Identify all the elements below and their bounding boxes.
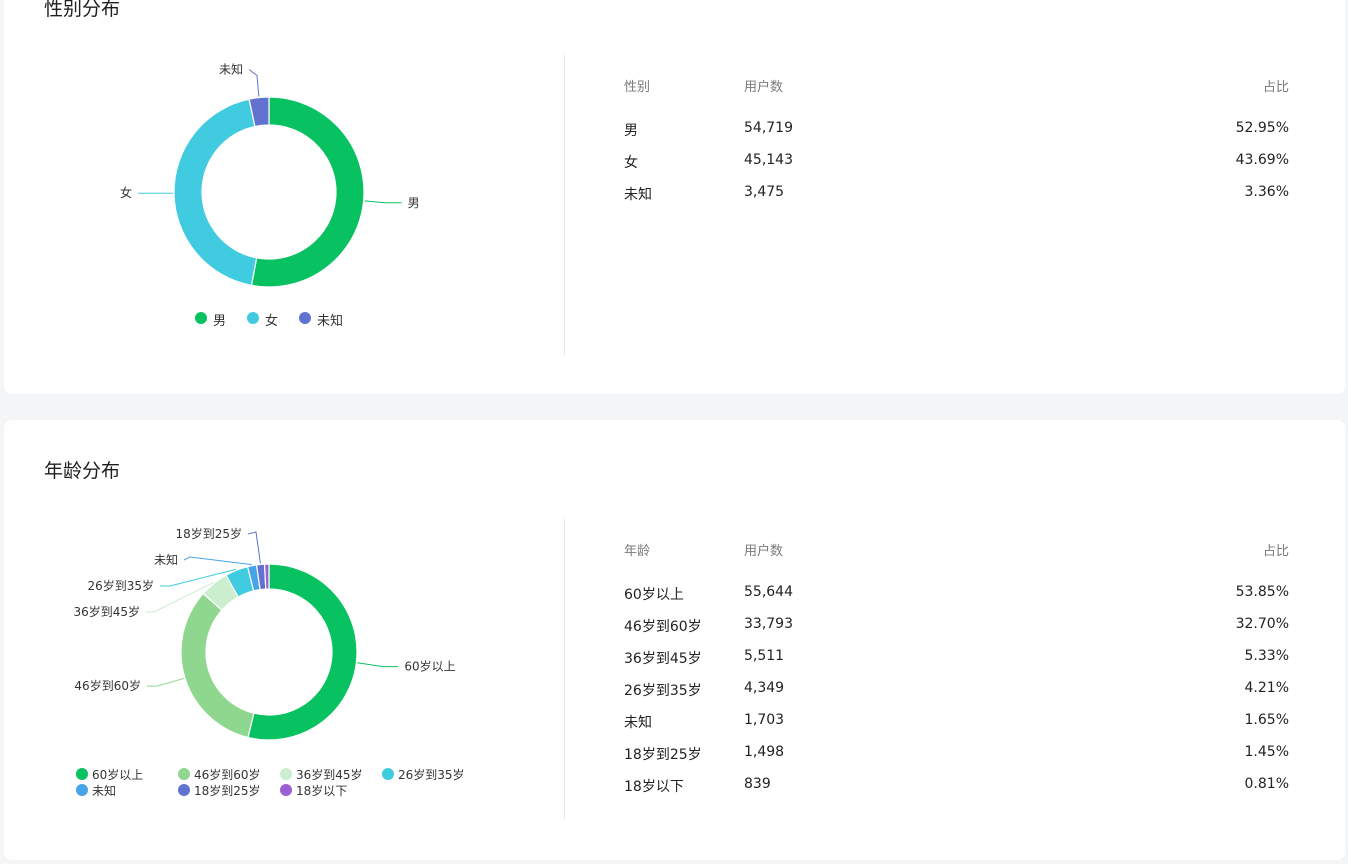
age-legend-dot-icon (178, 768, 190, 780)
age-slice-6[interactable] (263, 563, 270, 590)
age-data-label-1: 46岁到60岁 (74, 678, 141, 693)
gender-slice-1[interactable] (173, 98, 258, 287)
age-legend-dot-icon (280, 784, 292, 796)
table-row: 46岁到60岁 33,793 32.70% (624, 616, 1289, 638)
gender-legend-label: 女 (265, 314, 279, 329)
gender-legend-dot-icon (299, 312, 311, 324)
table-row: 男 54,719 52.95% (624, 120, 1289, 142)
age-card: 年龄分布 60岁以上 46岁到60岁 36岁到45岁 26岁到35岁 未知 18岁到25岁… (4, 420, 1345, 860)
row-users: 54,719 (744, 120, 793, 136)
age-data-label-4: 未知 (154, 553, 178, 567)
row-users: 33,793 (744, 616, 793, 632)
gender-header-users: 用户数 (744, 80, 784, 95)
row-users: 3,475 (744, 184, 785, 200)
row-users: 1,703 (744, 712, 785, 728)
age-divider (564, 519, 565, 819)
gender-data-label-1: 女 (120, 185, 132, 200)
row-ratio: 52.95% (1235, 120, 1289, 136)
row-ratio: 32.70% (1235, 616, 1289, 632)
row-label: 36岁到45岁 (624, 651, 702, 667)
age-label-line-2 (146, 582, 214, 613)
table-row: 女 45,143 43.69% (624, 152, 1289, 174)
row-users: 839 (744, 776, 771, 792)
row-label: 女 (624, 155, 638, 171)
age-legend-dot-icon (280, 768, 292, 780)
gender-header-ratio: 占比 (1262, 80, 1289, 95)
age-header-age: 年龄 (624, 544, 651, 559)
age-title: 年龄分布 (44, 460, 121, 482)
row-label: 46岁到60岁 (624, 619, 702, 635)
age-data-label-5: 18岁到25岁 (175, 526, 242, 541)
table-row: 未知 1,703 1.65% (624, 712, 1289, 734)
age-legend-label: 36岁到45岁 (296, 768, 363, 782)
row-users: 1,498 (744, 744, 785, 760)
age-header-ratio: 占比 (1262, 544, 1289, 559)
gender-legend-label: 未知 (317, 314, 344, 329)
age-label-line-0 (357, 662, 399, 668)
table-row: 18岁到25岁 1,498 1.45% (624, 744, 1289, 766)
age-data-label-2: 36岁到45岁 (73, 604, 140, 619)
age-slice-0[interactable] (247, 563, 358, 741)
gender-data-label-2: 未知 (219, 63, 243, 77)
row-label: 26岁到35岁 (624, 683, 702, 699)
row-users: 4,349 (744, 680, 785, 696)
age-label-line-4 (183, 556, 252, 566)
age-legend-label: 18岁到25岁 (194, 784, 261, 798)
row-label: 男 (624, 123, 638, 139)
age-data-label-0: 60岁以上 (404, 659, 455, 674)
row-users: 55,644 (744, 584, 793, 600)
age-label-line-1 (146, 677, 185, 687)
table-row: 60岁以上 55,644 53.85% (624, 584, 1289, 606)
age-label-line-5 (247, 531, 261, 564)
age-legend-dot-icon (76, 768, 88, 780)
row-ratio: 43.69% (1235, 152, 1289, 168)
gender-title: 性别分布 (44, 0, 121, 20)
row-label: 18岁以下 (624, 779, 684, 795)
row-ratio: 1.65% (1244, 712, 1289, 728)
age-legend-dot-icon (76, 784, 88, 796)
table-row: 18岁以下 839 0.81% (624, 776, 1289, 798)
age-legend-label: 18岁以下 (296, 784, 348, 798)
age-legend-dot-icon (178, 784, 190, 796)
age-legend-label: 60岁以上 (92, 768, 144, 782)
row-users: 5,511 (744, 648, 785, 664)
gender-donut-chart: 男 女 未知 (120, 63, 420, 288)
row-label: 未知 (624, 187, 652, 203)
row-users: 45,143 (744, 152, 793, 168)
row-ratio: 0.81% (1244, 776, 1289, 792)
row-label: 18岁到25岁 (624, 747, 702, 763)
gender-slice-2[interactable] (248, 96, 270, 128)
age-table-header: 年龄 用户数 占比 (624, 540, 1289, 562)
age-header-users: 用户数 (744, 544, 784, 559)
gender-label-line-2 (248, 69, 260, 97)
gender-divider (564, 55, 565, 355)
row-ratio: 53.85% (1235, 584, 1289, 600)
age-legend-dot-icon (382, 768, 394, 780)
age-label-line-3 (160, 568, 237, 587)
row-label: 60岁以上 (624, 587, 684, 603)
table-row: 未知 3,475 3.36% (624, 184, 1289, 206)
gender-slice-0[interactable] (250, 96, 365, 288)
gender-card: 性别分布 男女未知 男女未知 性别 用户数 占比 男 54,719 52.95%… (4, 0, 1345, 394)
gender-label-line-0 (364, 200, 402, 204)
age-data-label-3: 26岁到35岁 (87, 578, 154, 593)
row-label: 未知 (624, 715, 652, 731)
age-legend-label: 未知 (92, 784, 117, 798)
gender-table-header: 性别 用户数 占比 (624, 76, 1289, 98)
gender-legend-label: 男 (213, 314, 227, 329)
row-ratio: 3.36% (1244, 184, 1289, 200)
row-ratio: 5.33% (1244, 648, 1289, 664)
age-legend-label: 26岁到35岁 (398, 768, 465, 782)
table-row: 26岁到35岁 4,349 4.21% (624, 680, 1289, 702)
row-ratio: 1.45% (1244, 744, 1289, 760)
age-legend-label: 46岁到60岁 (194, 768, 261, 782)
row-ratio: 4.21% (1244, 680, 1289, 696)
gender-header-gender: 性别 (624, 80, 651, 95)
age-slice-1[interactable] (180, 592, 255, 739)
table-row: 36岁到45岁 5,511 5.33% (624, 648, 1289, 670)
gender-legend-dot-icon (195, 312, 207, 324)
gender-legend-dot-icon (247, 312, 259, 324)
gender-data-label-0: 男 (408, 196, 420, 210)
